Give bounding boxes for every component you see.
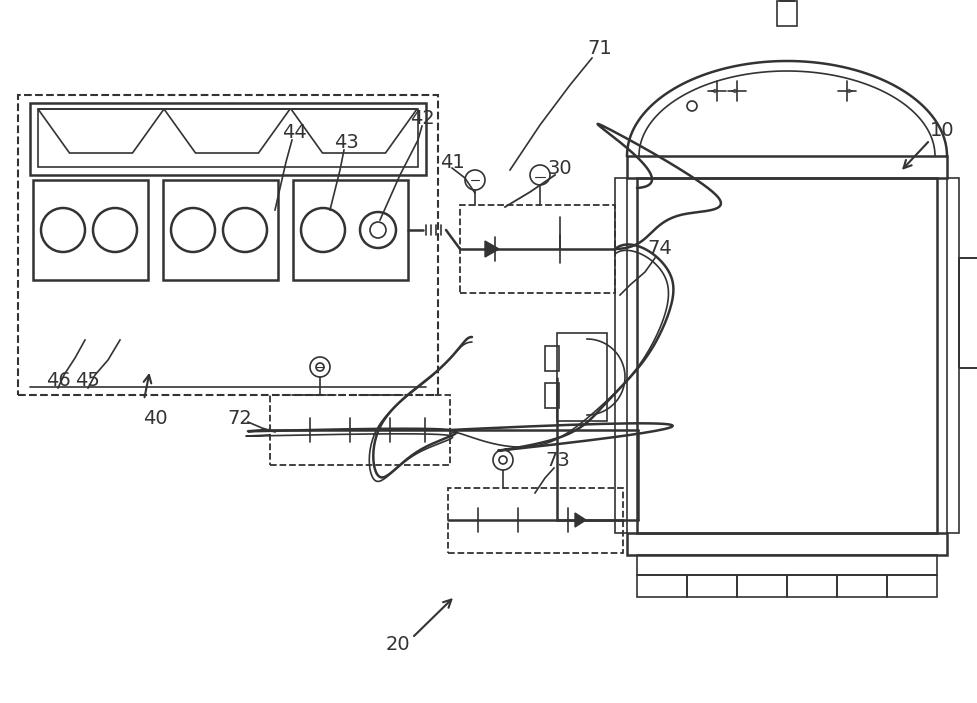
Text: 72: 72 bbox=[228, 408, 252, 427]
Bar bbox=[38, 109, 418, 167]
Bar bbox=[947, 178, 959, 533]
Bar bbox=[837, 575, 887, 597]
Bar bbox=[637, 575, 687, 597]
Polygon shape bbox=[485, 241, 499, 257]
Bar bbox=[637, 555, 937, 575]
Text: 10: 10 bbox=[930, 120, 955, 139]
Bar bbox=[627, 156, 947, 178]
Bar bbox=[737, 575, 787, 597]
Text: 45: 45 bbox=[75, 370, 101, 389]
Bar bbox=[163, 180, 278, 280]
Bar bbox=[33, 180, 148, 280]
Text: 46: 46 bbox=[46, 370, 70, 389]
Bar bbox=[460, 205, 615, 293]
Bar bbox=[780, 0, 794, 1]
Bar bbox=[777, 1, 797, 26]
Bar bbox=[448, 488, 623, 553]
Bar bbox=[959, 258, 977, 368]
Text: 44: 44 bbox=[281, 122, 307, 141]
Bar bbox=[557, 333, 607, 421]
Text: 40: 40 bbox=[143, 408, 167, 427]
Bar bbox=[293, 180, 408, 280]
Bar bbox=[18, 95, 438, 395]
Bar bbox=[615, 178, 627, 533]
Text: 71: 71 bbox=[587, 39, 613, 58]
Bar bbox=[627, 533, 947, 555]
Text: 73: 73 bbox=[545, 451, 571, 470]
Text: 42: 42 bbox=[409, 108, 435, 127]
Bar bbox=[959, 258, 977, 368]
Bar bbox=[787, 575, 837, 597]
Bar bbox=[637, 178, 937, 533]
Bar bbox=[887, 575, 937, 597]
Bar bbox=[270, 395, 450, 465]
Bar bbox=[687, 575, 737, 597]
Bar bbox=[545, 346, 559, 371]
Polygon shape bbox=[575, 513, 586, 527]
Text: 43: 43 bbox=[333, 132, 359, 152]
Bar bbox=[545, 383, 559, 408]
Bar bbox=[30, 103, 426, 175]
Text: 41: 41 bbox=[440, 153, 464, 172]
Text: 30: 30 bbox=[548, 158, 573, 177]
Text: 20: 20 bbox=[386, 636, 410, 654]
Text: 74: 74 bbox=[648, 238, 672, 257]
